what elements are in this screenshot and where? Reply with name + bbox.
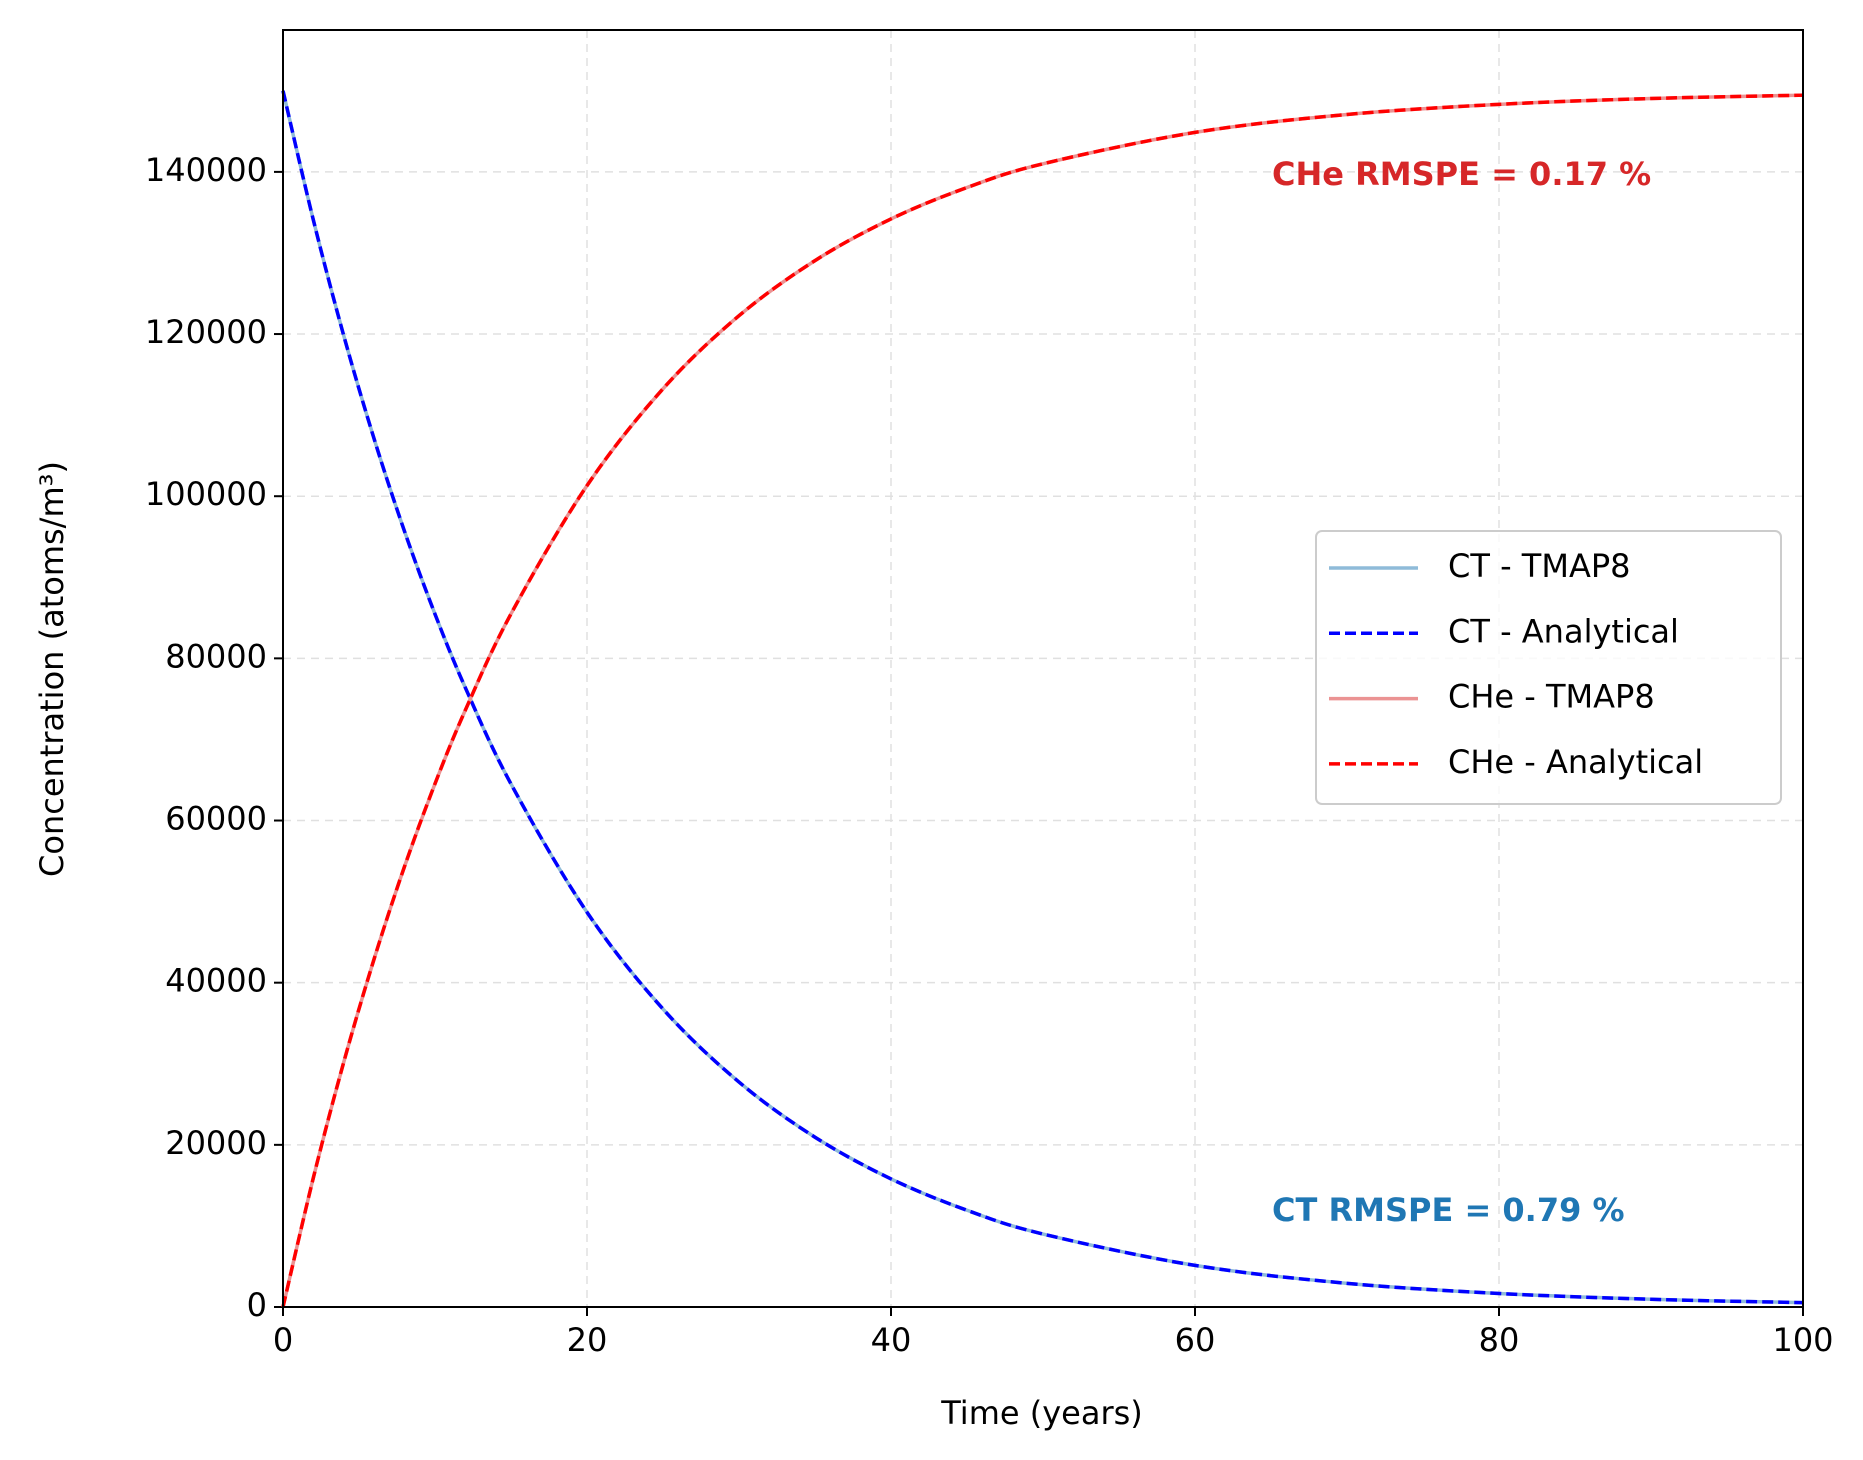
legend-label: CHe - TMAP8 (1448, 678, 1655, 716)
y-tick-label: 120000 (145, 313, 267, 351)
legend-box (1315, 530, 1782, 805)
y-tick-label: 60000 (165, 800, 267, 838)
y-tick-label: 40000 (165, 962, 267, 1000)
series-line (281, 93, 1804, 1308)
x-tick-label: 20 (567, 1321, 608, 1359)
series-line (281, 90, 1804, 1305)
y-tick-label: 140000 (145, 151, 267, 189)
x-tick-label: 80 (1479, 1321, 1520, 1359)
annotation: CHe RMSPE = 0.17 % (1272, 155, 1651, 193)
annotation: CT RMSPE = 0.79 % (1272, 1191, 1625, 1229)
legend-label: CT - Analytical (1448, 612, 1679, 650)
plot-frame (282, 29, 1804, 1308)
x-tick-label: 40 (871, 1321, 912, 1359)
x-tick-label: 100 (1772, 1321, 1833, 1359)
x-tick-label: 0 (273, 1321, 293, 1359)
legend-label: CT - TMAP8 (1448, 547, 1630, 585)
y-tick-label: 0 (247, 1286, 267, 1324)
y-tick-label: 80000 (165, 637, 267, 675)
legend-label: CHe - Analytical (1448, 743, 1703, 781)
y-axis-label: Concentration (atoms/m³) (33, 461, 71, 877)
y-tick-label: 20000 (165, 1124, 267, 1162)
x-tick-label: 60 (1175, 1321, 1216, 1359)
x-axis-label: Time (years) (940, 1394, 1143, 1432)
y-tick-label: 100000 (145, 475, 267, 513)
